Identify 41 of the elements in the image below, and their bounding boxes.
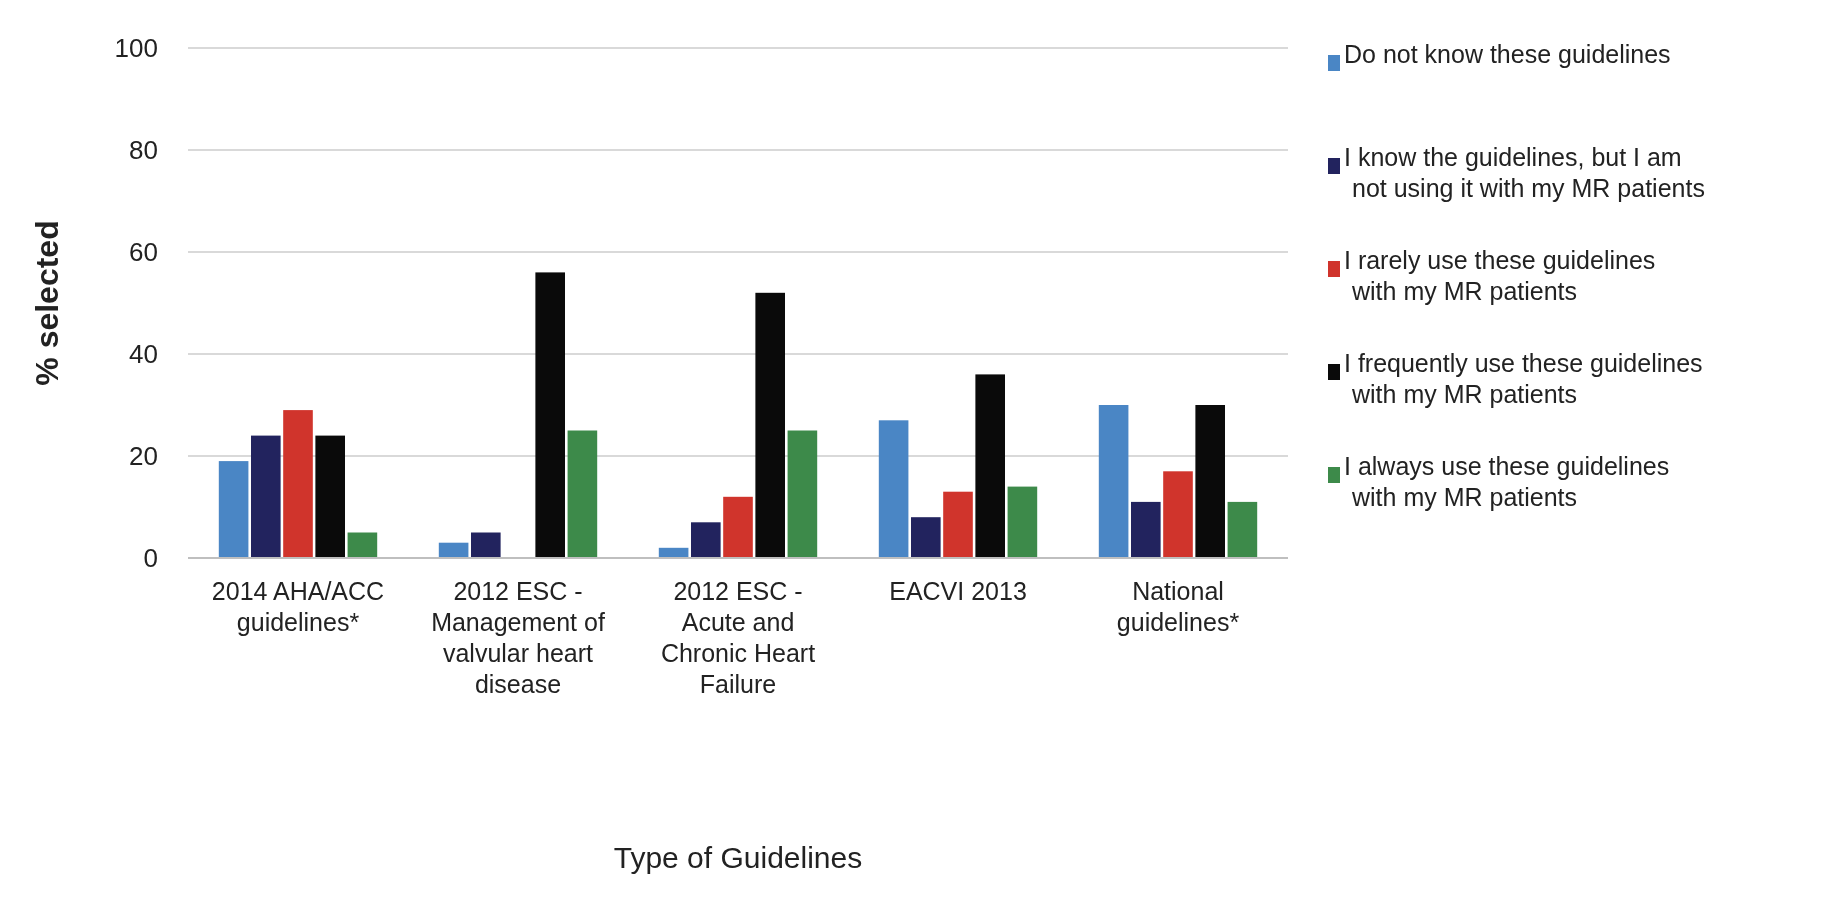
bar [438,542,469,558]
bar [471,532,501,558]
bar [755,292,785,558]
bar [567,430,598,558]
bar [943,491,973,558]
legend-label: I always use these guidelines with my MR patients [1344,452,1670,511]
x-tick-label: EACVI 2013 [889,577,1027,605]
x-tick-label: 2012 ESC - Management of valvular heart disease [431,577,605,698]
bar [535,272,565,558]
x-tick-label: 2014 AHA/ACC guidelines* [211,577,385,636]
bar [975,374,1005,558]
bar [1227,501,1258,558]
y-tick-label: 80 [129,135,158,166]
bar [723,496,753,558]
legend-label: I frequently use these guidelines with my MR patients [1344,349,1703,408]
bar [1098,405,1129,558]
bar [283,410,313,558]
bar [347,532,378,558]
bar [1007,486,1038,558]
bar [691,522,721,558]
y-tick-label: 20 [129,441,158,472]
bar [787,430,818,558]
y-tick-label: 60 [129,237,158,268]
y-axis-title: % selected [29,220,65,386]
y-tick-label: 0 [143,543,158,574]
legend-label: Do not know these guidelines [1344,40,1671,68]
bar [315,435,345,558]
x-axis-title: Type of Guidelines [613,841,863,874]
y-tick-label: 100 [114,33,158,64]
legend-label: I know the guidelines, but I am not using it with my MR patients [1344,143,1705,202]
bar [1131,501,1161,558]
bar [251,435,281,558]
y-tick-label: 40 [129,339,158,370]
x-tick-label: 2012 ESC - Acute and Chronic Heart Failure [660,577,816,698]
bar [911,517,941,558]
x-tick-label: National guidelines* [1116,577,1240,636]
bar [878,420,909,558]
bar [1195,405,1226,558]
bar [1163,471,1193,558]
legend-label: I rarely use these guidelines with my MR patients [1344,246,1656,305]
bar [218,461,249,558]
